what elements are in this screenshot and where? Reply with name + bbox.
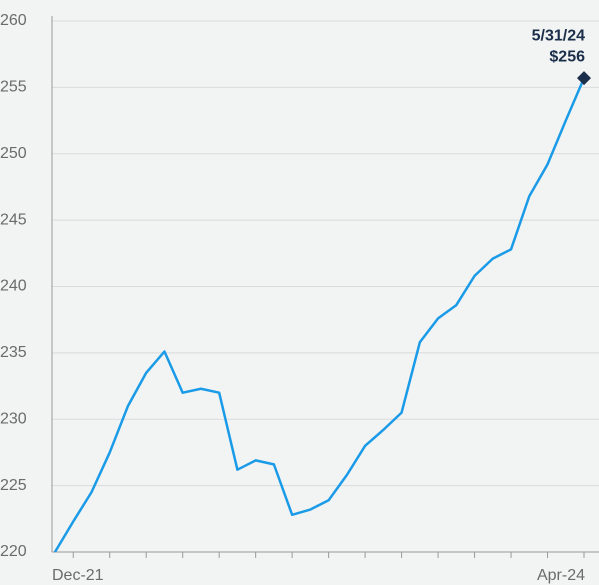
y-tick-label: 260	[0, 12, 27, 29]
y-tick-label: 245	[0, 211, 27, 228]
y-tick-label: 220	[0, 543, 27, 560]
end-date-label: 5/31/24	[532, 27, 585, 44]
x-tick-label: Dec-21	[52, 567, 104, 584]
end-marker	[577, 71, 591, 86]
y-tick-label: 250	[0, 145, 27, 162]
y-tick-label: 225	[0, 477, 27, 494]
x-tick-label: Apr-24	[537, 567, 585, 584]
y-tick-label: 240	[0, 278, 27, 295]
end-value-label: $256	[549, 48, 585, 65]
y-tick-label: 235	[0, 344, 27, 361]
y-tick-label: 255	[0, 79, 27, 96]
line	[53, 77, 586, 553]
y-tick-label: 230	[0, 410, 27, 427]
